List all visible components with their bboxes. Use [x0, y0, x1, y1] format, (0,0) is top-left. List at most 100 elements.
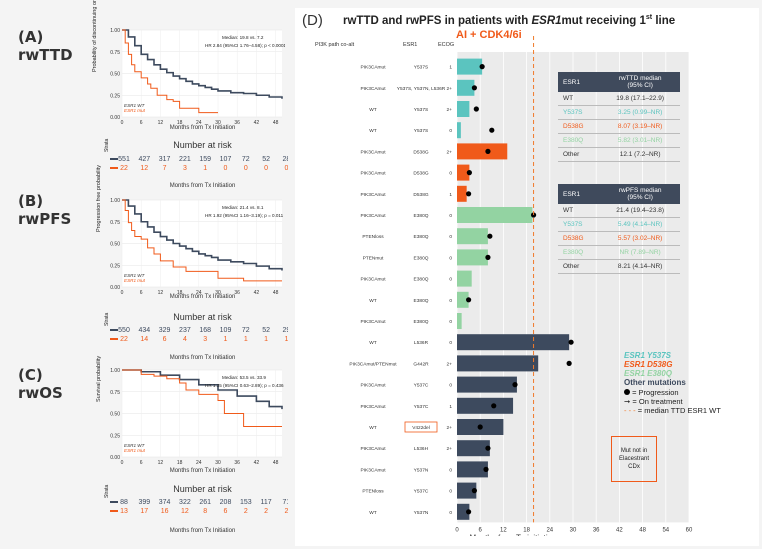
row-esr1-label: D538G [413, 192, 428, 198]
table-cell-median: 3.25 (0.99–NR) [600, 105, 680, 120]
x-tick-label: 18 [177, 120, 183, 126]
x-tick-label: 24 [196, 120, 202, 126]
swimmer-bar [457, 79, 475, 96]
row-ecog-label: 0 [449, 467, 452, 473]
table1-head-esr1: ESR1 [558, 72, 601, 92]
km-plot: 0.00 0.25 0.50 0.75 1.00 0 6 12 18 24 30 36 42 48 Medi… [110, 198, 283, 296]
swimmer-legend: ESR1 Y537S ESR1 D538G ESR1 E380Q Other m… [624, 351, 754, 415]
risk-value-wt: 107 [220, 156, 232, 163]
swimmer-title: rwTTD and rwPFS in patients with ESR1mut… [343, 14, 676, 27]
row-esr1-label: Y537N [414, 467, 429, 473]
risk-table: 550 434 329 237 168 109 72 52 29 22 14 6 4 3 1 1 1 1 [110, 327, 288, 343]
x-tick-label: 12 [158, 460, 164, 466]
risk-value-wt: 237 [179, 327, 191, 334]
km-curve-esr1-mut [122, 29, 218, 114]
progression-dot [471, 85, 477, 91]
x-tick-label: 24 [196, 460, 202, 466]
row-esr1-label: E380Q [414, 277, 429, 283]
row-esr1-label: Y537C [414, 404, 429, 410]
row-pi3k-label: PTENloss [362, 489, 384, 495]
row-ecog-label: 0 [449, 489, 452, 495]
progression-dot [485, 445, 491, 451]
hr-text: HR 2.84 (95%CI 1.76–4.58); p < 0.0001 [205, 43, 285, 48]
y-tick-label: 0.00 [110, 115, 120, 121]
table-row: WT 19.8 (17.1–22.9) [558, 92, 680, 106]
rwpfs-median-table: ESR1 rwPFS median (95% CI) WT 21.4 (19.4–2… [558, 184, 680, 274]
swimmer-bar [457, 185, 467, 202]
risk-value-wt: 208 [220, 499, 232, 506]
table-cell-esr1: D538G [558, 231, 601, 246]
row-ecog-label: 0 [449, 510, 452, 516]
x-tick-label: 12 [158, 290, 164, 296]
table-cell-esr1: Y537S [558, 217, 601, 232]
risk-value-wt: 221 [179, 156, 191, 163]
table-row: E380Q NR (7.89–NR) [558, 245, 680, 260]
km-curve-esr1-wt [122, 369, 283, 410]
progression-dot [491, 403, 497, 409]
table-cell-median: 5.82 (3.01–NR) [600, 133, 680, 148]
table-row: E380Q 5.82 (3.01–NR) [558, 133, 680, 148]
risk-value-mut: 17 [140, 508, 148, 515]
x-tick-label: 48 [273, 460, 279, 466]
risk-value-mut: 2 [244, 508, 248, 515]
panel-label: (A) rwTTD [18, 28, 73, 64]
x-tick-label: 30 [215, 290, 221, 296]
legend-y537s: ESR1 Y537S [624, 351, 671, 360]
x-tick-label: 6 [140, 460, 143, 466]
rwttd-median-table: ESR1 rwTTD median (95% CI) WT 19.8 (17.1–2… [558, 72, 680, 162]
x-tick-label: 36 [234, 290, 240, 296]
km-xlabel: Months from Tx Initiation [169, 125, 236, 131]
risk-value-wt: 29 [283, 327, 288, 334]
risk-value-wt: 329 [159, 327, 171, 334]
risk-xlabel: Months from Tx Initiation [169, 528, 236, 534]
risk-value-mut: 1 [284, 336, 288, 343]
row-pi3k-label: PIK3CAmut [360, 277, 386, 283]
table-row: Other 12.1 (7.2–NR) [558, 147, 680, 162]
x-tick-label: 36 [234, 460, 240, 466]
row-ecog-label: 1 [449, 404, 452, 410]
swimmer-bar [457, 440, 490, 457]
table-cell-median: 8.07 (3.19–NR) [600, 119, 680, 134]
y-tick-label: 0.25 [110, 433, 120, 439]
column-header: ECOG [438, 42, 454, 48]
risk-value-mut: 12 [181, 508, 189, 515]
progression-dot [485, 254, 491, 260]
panel-label: (C) rwOS [18, 366, 63, 402]
risk-value-wt: 399 [138, 499, 150, 506]
row-ecog-label: 0 [449, 340, 452, 346]
risk-value-wt: 434 [138, 327, 150, 334]
table-cell-median: 19.8 (17.1–22.9) [600, 92, 680, 106]
table-row: D538G 5.57 (3.02–NR) [558, 231, 680, 246]
x-tick-label: 6 [140, 120, 143, 126]
x-tick-label: 42 [254, 120, 260, 126]
risk-value-wt: 72 [242, 156, 250, 163]
risk-value-wt: 551 [118, 156, 130, 163]
swimmer-x-tick: 30 [570, 527, 577, 533]
risk-value-wt: 109 [220, 327, 232, 334]
median-text: Median: 53.5 vs. 33.9 [222, 375, 266, 380]
row-esr1-label: D538G [413, 171, 428, 177]
row-ecog-label: 0 [449, 213, 452, 219]
row-esr1-label: E380Q [414, 255, 429, 261]
row-esr1-label: E380Q [414, 234, 429, 240]
median-text: Median: 21.4 vs. 8.1 [222, 205, 264, 210]
on-treatment-arrow [488, 234, 492, 239]
hr-text: HR 1.35 (95%CI 0.63–2.89); p = 0.436 [205, 383, 284, 388]
risk-value-wt: 28 [283, 156, 288, 163]
x-tick-label: 18 [177, 460, 183, 466]
row-ecog-label: 2+ [447, 149, 453, 155]
row-esr1-label: Y537S [414, 65, 428, 71]
progression-dot [566, 360, 572, 366]
swimmer-bar [457, 355, 539, 372]
swimmer-x-tick: 42 [616, 527, 623, 533]
row-pi3k-label: WT [369, 510, 377, 516]
progression-dot [489, 127, 495, 133]
swimmer-bar [457, 291, 469, 308]
row-esr1-label: Y537S [414, 128, 428, 134]
x-tick-label: 0 [121, 120, 124, 126]
risk-value-wt: 71 [283, 499, 288, 506]
legend-esr1-wt: ESR1 WT [124, 103, 146, 108]
row-pi3k-label: WT [369, 298, 377, 304]
risk-value-mut: 22 [120, 336, 128, 343]
swimmer-bar [457, 207, 533, 223]
